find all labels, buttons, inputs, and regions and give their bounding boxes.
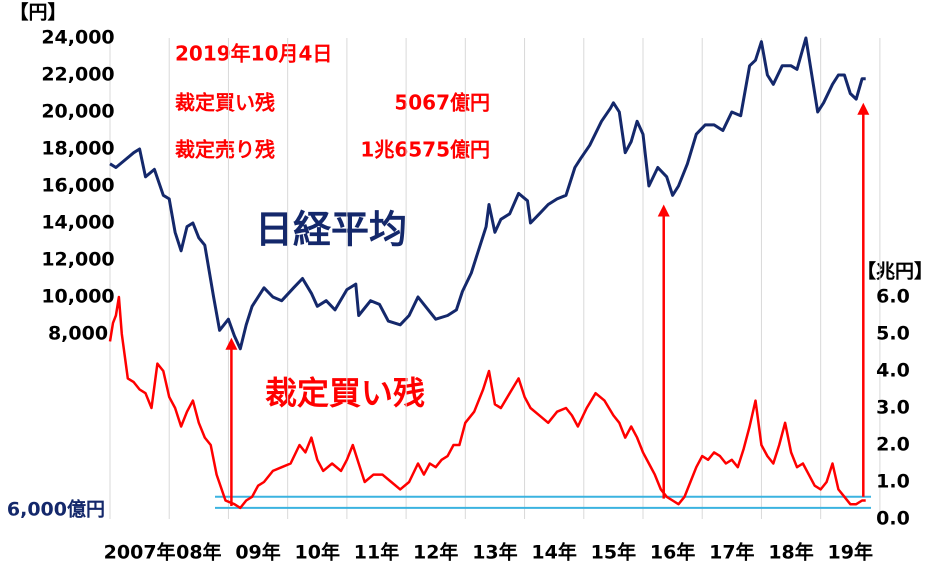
x-tick-label: 2007年 (104, 541, 176, 564)
series-line (108, 295, 866, 510)
y-tick-label: 22,000 (41, 64, 114, 86)
x-tick-label: 12年 (413, 541, 458, 564)
annotation-buy-label: 裁定買い残 (175, 91, 275, 115)
y2-tick-label: 4.0 (876, 360, 910, 382)
x-tick-label: 10年 (295, 541, 340, 564)
y2-tick-label: 3.0 (876, 397, 910, 419)
series-label: 裁定買い残 (265, 374, 425, 412)
annotation-sell-label: 裁定売り残 (175, 138, 275, 162)
x-tick-label: 15年 (591, 541, 636, 564)
series-line (109, 36, 866, 351)
band-label: 3,000 - 6,000億円 (0, 498, 105, 521)
arrow-head (857, 102, 870, 115)
annotation-buy-value: 5067億円 (394, 91, 490, 115)
x-tick-label: 14年 (531, 541, 576, 564)
x-tick-label: 09年 (235, 541, 280, 564)
y2-unit: 【兆円】 (857, 260, 927, 283)
y-tick-label: 16,000 (41, 175, 114, 197)
x-tick-label: 11年 (354, 541, 399, 564)
y2-tick-label: 2.0 (876, 434, 910, 456)
y-tick-label: 14,000 (41, 212, 114, 234)
y2-tick-label: 5.0 (876, 323, 910, 345)
y-tick-label: 12,000 (41, 249, 114, 271)
y-tick-label: 24,000 (41, 27, 114, 49)
arrow-head (657, 204, 670, 217)
arrow-head (225, 337, 238, 350)
plot: 2007年 08年 09年 10年 11年 12年 13年 14年 15年 16年 17年 18年 19… (41, 27, 910, 564)
y2-tick-label: 1.0 (876, 471, 910, 493)
y-tick-label: 20,000 (41, 101, 114, 123)
x-tick-label: 08年 (176, 541, 221, 564)
y-unit: 【円】 (9, 1, 66, 24)
y2-tick-label: 6.0 (876, 286, 910, 308)
y-tick-label: 10,000 (41, 286, 114, 308)
x-tick-label: 13年 (472, 541, 517, 564)
annotation-sell-value: 1兆6575億円 (360, 138, 490, 162)
x-tick-label: 19年 (828, 541, 873, 564)
series-label: 日経平均 (255, 208, 407, 252)
x-tick-label: 16年 (650, 541, 695, 564)
y-tick-label: 8,000 (48, 323, 108, 345)
annotation-date: 2019年10月4日 (175, 42, 332, 66)
x-tick-label: 18年 (768, 541, 813, 564)
x-tick-label: 17年 (709, 541, 754, 564)
y2-tick-label: 0.0 (876, 508, 910, 530)
y-tick-label: 18,000 (41, 138, 114, 160)
